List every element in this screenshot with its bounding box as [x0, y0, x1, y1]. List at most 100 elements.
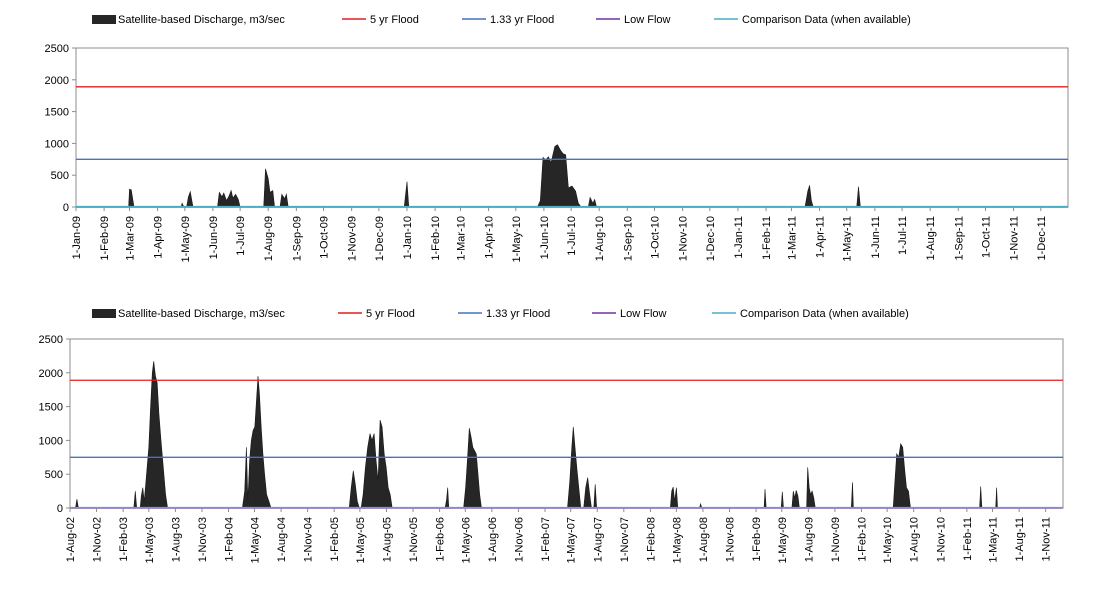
x-tick-label: 1-Aug-05 — [381, 517, 393, 562]
x-tick-label: 1-Aug-11 — [925, 216, 937, 260]
x-tick-label: 1-Aug-07 — [592, 517, 604, 562]
x-tick-label: 1-Feb-09 — [751, 517, 763, 562]
y-tick-label: 2000 — [45, 75, 69, 87]
y-tick-label: 2000 — [39, 368, 63, 380]
x-tick-label: 1-Aug-11 — [1014, 517, 1026, 561]
x-tick-label: 1-May-03 — [144, 517, 156, 563]
x-tick-label: 1-Feb-03 — [118, 517, 130, 562]
legend-label: 5 yr Flood — [366, 308, 415, 320]
x-tick-label: 1-Aug-10 — [909, 517, 921, 562]
x-tick-label: 1-Jan-10 — [402, 216, 414, 259]
x-tick-label: 1-Dec-09 — [374, 216, 386, 261]
x-tick-label: 1-Feb-05 — [329, 517, 341, 562]
y-tick-label: 0 — [57, 503, 63, 515]
legend-label: 1.33 yr Flood — [486, 308, 550, 320]
plot-area — [75, 47, 1069, 208]
x-tick-label: 1-Sep-10 — [622, 216, 634, 261]
x-tick-label: 1-May-04 — [250, 517, 262, 563]
legend-label: Comparison Data (when available) — [742, 14, 911, 26]
x-tick-label: 1-Nov-07 — [619, 517, 631, 562]
x-tick-label: 1-Oct-09 — [319, 216, 331, 259]
x-tick-label: 1-May-11 — [842, 216, 854, 262]
legend-label: Satellite-based Discharge, m3/sec — [118, 14, 285, 26]
x-tick-label: 1-Feb-11 — [761, 216, 773, 260]
x-tick-label: 1-Feb-10 — [856, 517, 868, 562]
x-tick-label: 1-Mar-11 — [786, 216, 798, 260]
x-tick-label: 1-Aug-08 — [698, 517, 710, 562]
x-tick-label: 1-May-10 — [882, 517, 894, 563]
y-tick-label: 1000 — [45, 138, 69, 150]
x-tick-label: 1-Aug-09 — [263, 216, 275, 261]
x-tick-label: 1-Nov-08 — [724, 517, 736, 562]
y-tick-label: 1500 — [39, 402, 63, 414]
x-tick-label: 1-Feb-09 — [99, 216, 111, 261]
x-tick-label: 1-Aug-09 — [803, 517, 815, 562]
x-tick-label: 1-Jul-11 — [897, 216, 909, 255]
x-tick-label: 1-May-08 — [671, 517, 683, 563]
x-tick-label: 1-Nov-02 — [92, 517, 104, 562]
x-tick-label: 1-May-11 — [988, 517, 1000, 563]
y-tick-label: 1000 — [39, 435, 63, 447]
y-tick-label: 500 — [51, 170, 69, 182]
x-tick-label: 1-Sep-09 — [291, 216, 303, 261]
x-tick-label: 1-Feb-04 — [224, 517, 236, 562]
x-tick-label: 1-Aug-04 — [276, 517, 288, 562]
x-tick-label: 1-Oct-10 — [650, 216, 662, 259]
legend: Satellite-based Discharge, m3/sec 5 yr Fl… — [92, 308, 909, 320]
legend: Satellite-based Discharge, m3/sec 5 yr Fl… — [92, 14, 911, 26]
x-tick-label: 1-Aug-02 — [65, 517, 77, 562]
x-tick-label: 1-May-09 — [180, 216, 192, 262]
x-tick-label: 1-Jan-11 — [733, 216, 745, 259]
x-tick-label: 1-Jan-09 — [71, 216, 83, 259]
x-tick-label: 1-Sep-11 — [953, 216, 965, 260]
x-tick-label: 1-Jun-11 — [870, 216, 882, 259]
x-tick-label: 1-Jul-10 — [566, 216, 578, 256]
y-tick-label: 0 — [63, 202, 69, 214]
x-tick-label: 1-Dec-10 — [705, 216, 717, 261]
x-tick-label: 1-Feb-10 — [430, 216, 442, 261]
legend-label: Low Flow — [620, 308, 667, 320]
x-tick-label: 1-Nov-10 — [678, 216, 690, 261]
y-tick-label: 500 — [45, 469, 63, 481]
x-tick-label: 1-Nov-04 — [303, 517, 315, 562]
legend-label: Low Flow — [624, 14, 671, 26]
x-tick-label: 1-Nov-09 — [830, 517, 842, 562]
x-tick-label: 1-Feb-08 — [645, 517, 657, 562]
x-tick-label: 1-May-06 — [460, 517, 472, 563]
x-tick-label: 1-Mar-10 — [455, 216, 467, 261]
y-tick-label: 2500 — [45, 43, 69, 55]
legend-label: Satellite-based Discharge, m3/sec — [118, 308, 285, 320]
x-tick-label: 1-May-05 — [355, 517, 367, 563]
x-tick-label: 1-Feb-07 — [540, 517, 552, 562]
y-tick-label: 1500 — [45, 107, 69, 119]
legend-label: 5 yr Flood — [370, 14, 419, 26]
legend-swatch-discharge — [92, 309, 116, 318]
x-tick-label: 1-Apr-09 — [153, 216, 165, 259]
chart-panel-1: Satellite-based Discharge, m3/sec 5 yr Fl… — [45, 14, 1069, 262]
x-tick-label: 1-May-10 — [511, 216, 523, 262]
x-tick-label: 1-Dec-11 — [1036, 216, 1048, 260]
x-tick-label: 1-Nov-10 — [935, 517, 947, 562]
chart-panel-2: Satellite-based Discharge, m3/sec 5 yr Fl… — [39, 308, 1064, 563]
x-tick-label: 1-May-09 — [777, 517, 789, 563]
x-tick-label: 1-Oct-11 — [980, 216, 992, 258]
x-tick-label: 1-Nov-09 — [347, 216, 359, 261]
legend-label: Comparison Data (when available) — [740, 308, 909, 320]
x-tick-label: 1-Aug-10 — [594, 216, 606, 261]
x-tick-label: 1-Nov-11 — [1009, 216, 1021, 260]
legend-label: 1.33 yr Flood — [490, 14, 554, 26]
x-tick-label: 1-Nov-05 — [408, 517, 420, 562]
x-tick-label: 1-Aug-06 — [487, 517, 499, 562]
x-tick-label: 1-Jun-10 — [539, 216, 551, 259]
x-tick-label: 1-Aug-03 — [170, 517, 182, 562]
x-tick-label: 1-Apr-11 — [815, 216, 827, 258]
x-tick-label: 1-Feb-11 — [962, 517, 974, 561]
x-tick-label: 1-Nov-03 — [197, 517, 209, 562]
plot-area — [69, 338, 1064, 509]
x-tick-label: 1-Feb-06 — [435, 517, 447, 562]
x-tick-label: 1-May-07 — [566, 517, 578, 563]
x-tick-label: 1-Jun-09 — [208, 216, 220, 259]
y-tick-label: 2500 — [39, 334, 63, 346]
x-tick-label: 1-Mar-09 — [124, 216, 136, 261]
